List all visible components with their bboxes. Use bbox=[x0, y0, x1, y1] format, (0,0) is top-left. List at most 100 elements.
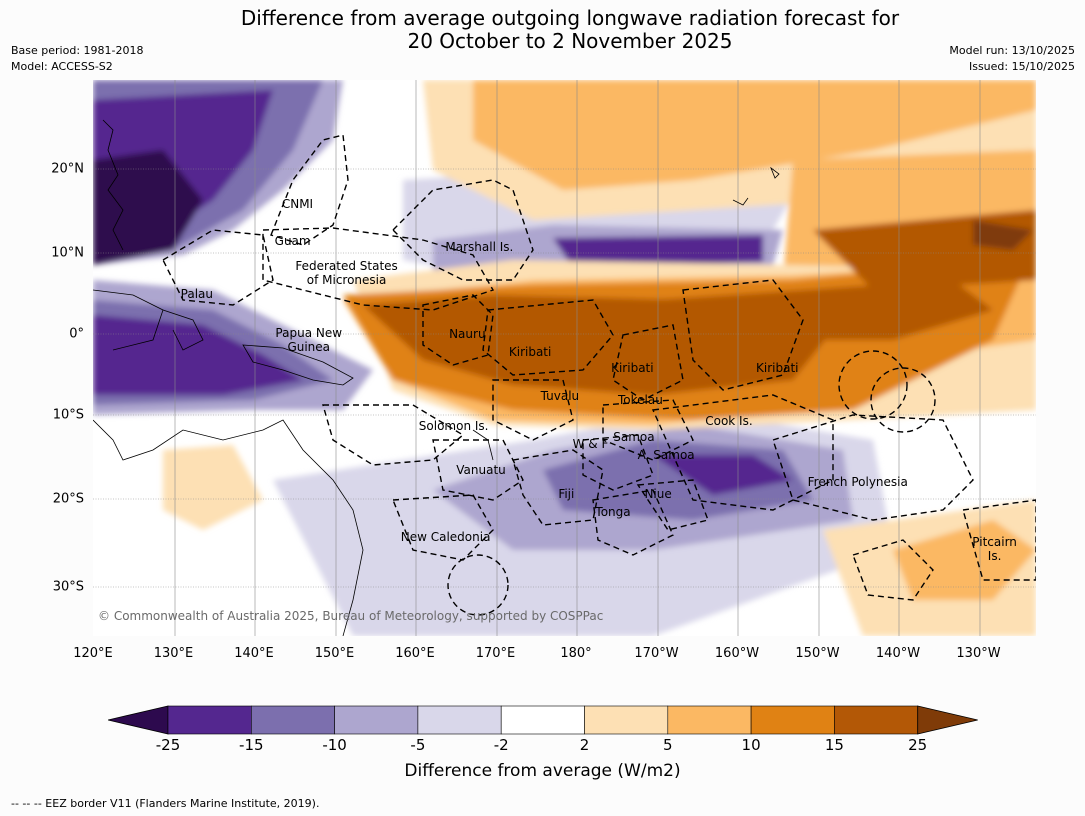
eez-kiribati-gilbert bbox=[482, 299, 614, 376]
colorbar-segment bbox=[750, 705, 835, 735]
colorbar-tick-label: 5 bbox=[663, 736, 673, 754]
colorbar-segment bbox=[251, 705, 335, 735]
anomaly-fields bbox=[93, 80, 1036, 636]
colorbar-segment bbox=[584, 705, 669, 735]
eez-pitcairn bbox=[962, 499, 1036, 581]
meta-left: Base period: 1981-2018 Model: ACCESS-S2 bbox=[11, 43, 143, 75]
x-tick-label: 160°E bbox=[395, 646, 435, 661]
x-tick-label: 150°E bbox=[314, 646, 355, 661]
eez-cook-islands bbox=[651, 394, 834, 511]
colorbar-title: Difference from average (W/m2) bbox=[404, 761, 681, 781]
eez-marshall-islands bbox=[392, 179, 534, 281]
region-label: Tonga bbox=[595, 505, 631, 520]
eez-french-polynesia-north bbox=[870, 367, 936, 433]
y-tick-label: 10°N bbox=[51, 245, 84, 261]
colorbar-tick-label: 10 bbox=[741, 736, 761, 754]
eez-micronesia bbox=[262, 227, 495, 311]
eez-new-caledonia bbox=[391, 494, 494, 561]
colorbar-svg bbox=[107, 705, 978, 735]
eez-kiribati-phoenix bbox=[612, 324, 684, 401]
region-label: Papua New Guinea bbox=[275, 325, 343, 354]
region-label: Pitcairn Is. bbox=[972, 534, 1017, 563]
issued-date: Issued: 15/10/2025 bbox=[968, 60, 1075, 73]
colorbar-extend-high bbox=[917, 705, 978, 735]
anomaly-field bbox=[893, 520, 1036, 600]
base-period: Base period: 1981-2018 bbox=[11, 44, 144, 57]
eez-tuvalu bbox=[492, 379, 574, 441]
x-tick-label: 180° bbox=[560, 646, 592, 661]
eez-fiji bbox=[512, 449, 604, 526]
eez-vanuatu bbox=[432, 439, 524, 501]
coastline-australia bbox=[93, 419, 364, 636]
coastline-new-guinea bbox=[242, 344, 354, 386]
region-label: Tokelau bbox=[617, 393, 663, 408]
x-tick-label: 160°W bbox=[714, 646, 760, 661]
meta-right: Model run: 13/10/2025 Issued: 15/10/2025 bbox=[949, 43, 1075, 75]
colorbar-tick-label: -5 bbox=[410, 736, 426, 754]
colorbar-tick-label: -25 bbox=[155, 736, 181, 754]
region-label: Cook Is. bbox=[705, 414, 753, 429]
x-tick-label: 140°E bbox=[234, 646, 274, 661]
eez-borders bbox=[162, 134, 1036, 616]
eez-austral bbox=[852, 539, 934, 601]
colorbar-tick-label: -15 bbox=[239, 736, 264, 754]
eez-nauru bbox=[422, 294, 494, 366]
coastlines bbox=[93, 119, 780, 636]
anomaly-field bbox=[653, 455, 793, 495]
eez-kiribati-line bbox=[682, 279, 804, 391]
region-label: Kiribati bbox=[611, 361, 654, 376]
region-label: French Polynesia bbox=[807, 475, 908, 490]
region-label: Marshall Is. bbox=[445, 240, 514, 255]
colorbar bbox=[107, 704, 978, 740]
anomaly-field bbox=[93, 150, 203, 265]
colorbar-segment bbox=[334, 705, 419, 735]
copyright-notice: © Commonwealth of Australia 2025, Bureau… bbox=[98, 609, 604, 623]
y-tick-label: 0° bbox=[69, 326, 84, 342]
x-tick-label: 140°W bbox=[875, 646, 921, 661]
coastline-hawaii bbox=[770, 166, 780, 179]
y-tick-label: 30°S bbox=[52, 579, 84, 595]
y-tick-label: 20°N bbox=[51, 161, 84, 177]
graticule bbox=[93, 80, 1036, 636]
x-tick-label: 170°W bbox=[634, 646, 679, 661]
colorbar-segment bbox=[834, 705, 919, 735]
x-tick-label: 130°W bbox=[956, 646, 1001, 661]
colorbar-tick-label: 15 bbox=[824, 736, 844, 754]
eez-norfolk bbox=[447, 554, 509, 616]
region-label: Samoa bbox=[613, 429, 655, 444]
eez-cnmi bbox=[270, 134, 349, 246]
eez-kiribati-east bbox=[838, 350, 908, 420]
region-label: Guam bbox=[274, 233, 311, 248]
colorbar-tick-label: 25 bbox=[908, 736, 928, 754]
eez-french-polynesia bbox=[772, 414, 974, 521]
region-label: Fiji bbox=[558, 487, 575, 502]
region-label: W & F bbox=[572, 437, 609, 452]
region-label: A. Samoa bbox=[637, 447, 695, 462]
region-label: Niue bbox=[644, 487, 672, 502]
region-label: Federated States of Micronesia bbox=[295, 259, 398, 288]
region-label: Kiribati bbox=[756, 361, 799, 376]
region-label: Kiribati bbox=[508, 344, 552, 359]
coastline-sulawesi bbox=[162, 309, 204, 351]
title-line-1: Difference from average outgoing longwav… bbox=[240, 6, 900, 30]
colorbar-extend-low bbox=[107, 705, 169, 735]
colorbar-segment bbox=[167, 705, 252, 735]
eez-solomon-islands bbox=[322, 404, 465, 466]
colorbar-segment bbox=[667, 705, 752, 735]
anomaly-field bbox=[973, 220, 1033, 250]
y-tick-label: 10°S bbox=[52, 407, 84, 423]
coastline-hawaii bbox=[732, 197, 749, 206]
colorbar-segment bbox=[500, 705, 585, 735]
colorbar-tick-label: 2 bbox=[579, 736, 590, 754]
eez-samoa-wallis bbox=[582, 434, 654, 491]
region-label: Palau bbox=[180, 286, 214, 301]
region-label: Nauru bbox=[449, 327, 486, 341]
y-tick-label: 20°S bbox=[52, 491, 84, 507]
colorbar-segment bbox=[417, 705, 502, 735]
region-label: Vanuatu bbox=[456, 463, 506, 478]
x-tick-label: 170°E bbox=[475, 646, 516, 661]
anomaly-field bbox=[163, 445, 263, 530]
colorbar-tick-label: -2 bbox=[493, 736, 509, 754]
map-canvas bbox=[93, 80, 1036, 636]
anomaly-field bbox=[93, 315, 303, 395]
